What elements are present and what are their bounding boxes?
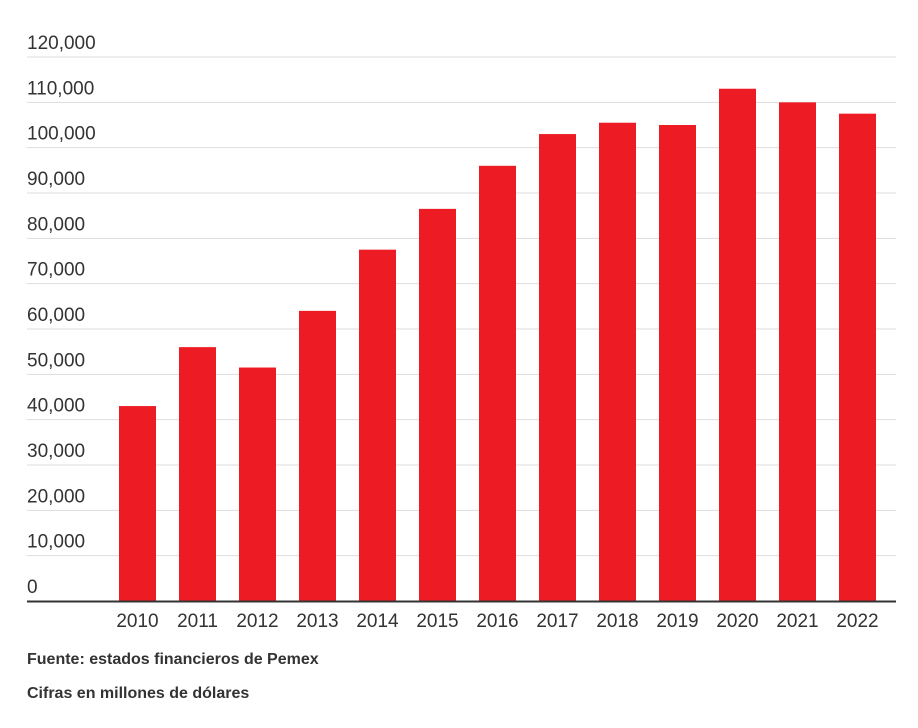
y-axis-ticks: 0 10,000 20,000 30,000 40,000 50,000 60,000 70,… [27,33,96,598]
y-tick-label: 30,000 [27,441,85,462]
bar-2018 [599,122,636,601]
x-tick-label: 2018 [596,611,638,632]
y-tick-label: 90,000 [27,169,85,190]
y-tick-label: 110,000 [27,78,94,99]
x-tick-label: 2016 [476,611,518,632]
x-tick-label: 2014 [356,611,399,632]
y-tick-label: 20,000 [27,486,85,507]
x-tick-label: 2015 [416,611,458,632]
source-note: Fuente: estados financieros de Pemex [27,651,319,668]
x-tick-label: 2021 [776,611,818,632]
y-tick-label: 10,000 [27,532,85,553]
bar-2016 [479,165,516,602]
bar-2013 [299,310,336,601]
y-tick-label: 0 [27,577,38,598]
bars [119,88,876,602]
bar-2015 [419,208,456,601]
bar-chart: 0 10,000 20,000 30,000 40,000 50,000 60,000 70,… [27,33,896,632]
bar-2014 [359,249,396,601]
bar-2017 [539,134,576,602]
y-tick-label: 60,000 [27,305,85,326]
y-tick-label: 50,000 [27,350,85,371]
bar-2010 [119,406,156,601]
bar-2019 [659,125,696,601]
y-tick-label: 100,000 [27,124,96,145]
units-note: Cifras en millones de dólares [27,685,250,702]
x-tick-label: 2011 [177,611,218,632]
x-tick-label: 2010 [116,611,158,632]
x-tick-label: 2013 [296,611,338,632]
y-tick-label: 70,000 [27,260,85,281]
y-tick-label: 80,000 [27,214,85,235]
bar-2021 [779,102,816,601]
bar-2012 [239,367,276,601]
grid-lines [27,56,896,557]
bar-2020 [719,88,756,601]
x-tick-label: 2019 [656,611,698,632]
x-tick-label: 2022 [836,611,878,632]
y-tick-label: 120,000 [27,33,96,54]
x-tick-label: 2012 [236,611,278,632]
x-tick-label: 2017 [536,611,578,632]
x-axis-ticks: 2010 2011 2012 2013 2014 2015 2016 2017 2018 2019… [116,611,878,632]
y-tick-label: 40,000 [27,396,85,417]
bar-2022 [839,113,876,602]
x-tick-label: 2020 [716,611,758,632]
bar-2011 [179,347,216,601]
